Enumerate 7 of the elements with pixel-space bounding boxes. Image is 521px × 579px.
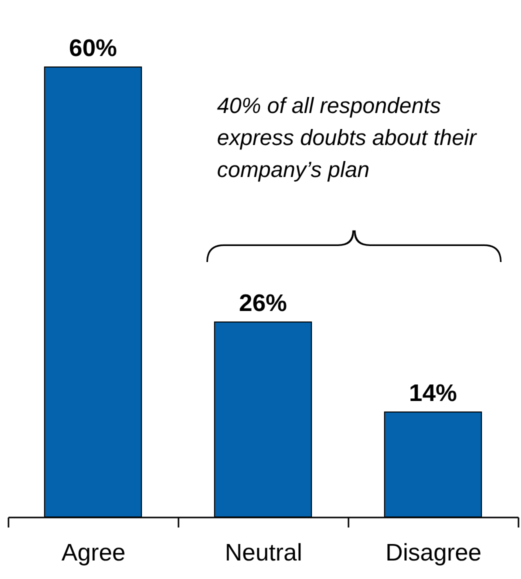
x-tick-label: Neutral [224,540,302,566]
x-tick-label: Disagree [385,540,482,566]
x-tick-label: Agree [61,540,126,566]
data-label: 60% [68,35,118,62]
annotation: 40% of all respondents express doubts about their company’s plan [217,92,478,184]
data-label: 14% [408,380,458,407]
data-label: 26% [238,290,288,317]
